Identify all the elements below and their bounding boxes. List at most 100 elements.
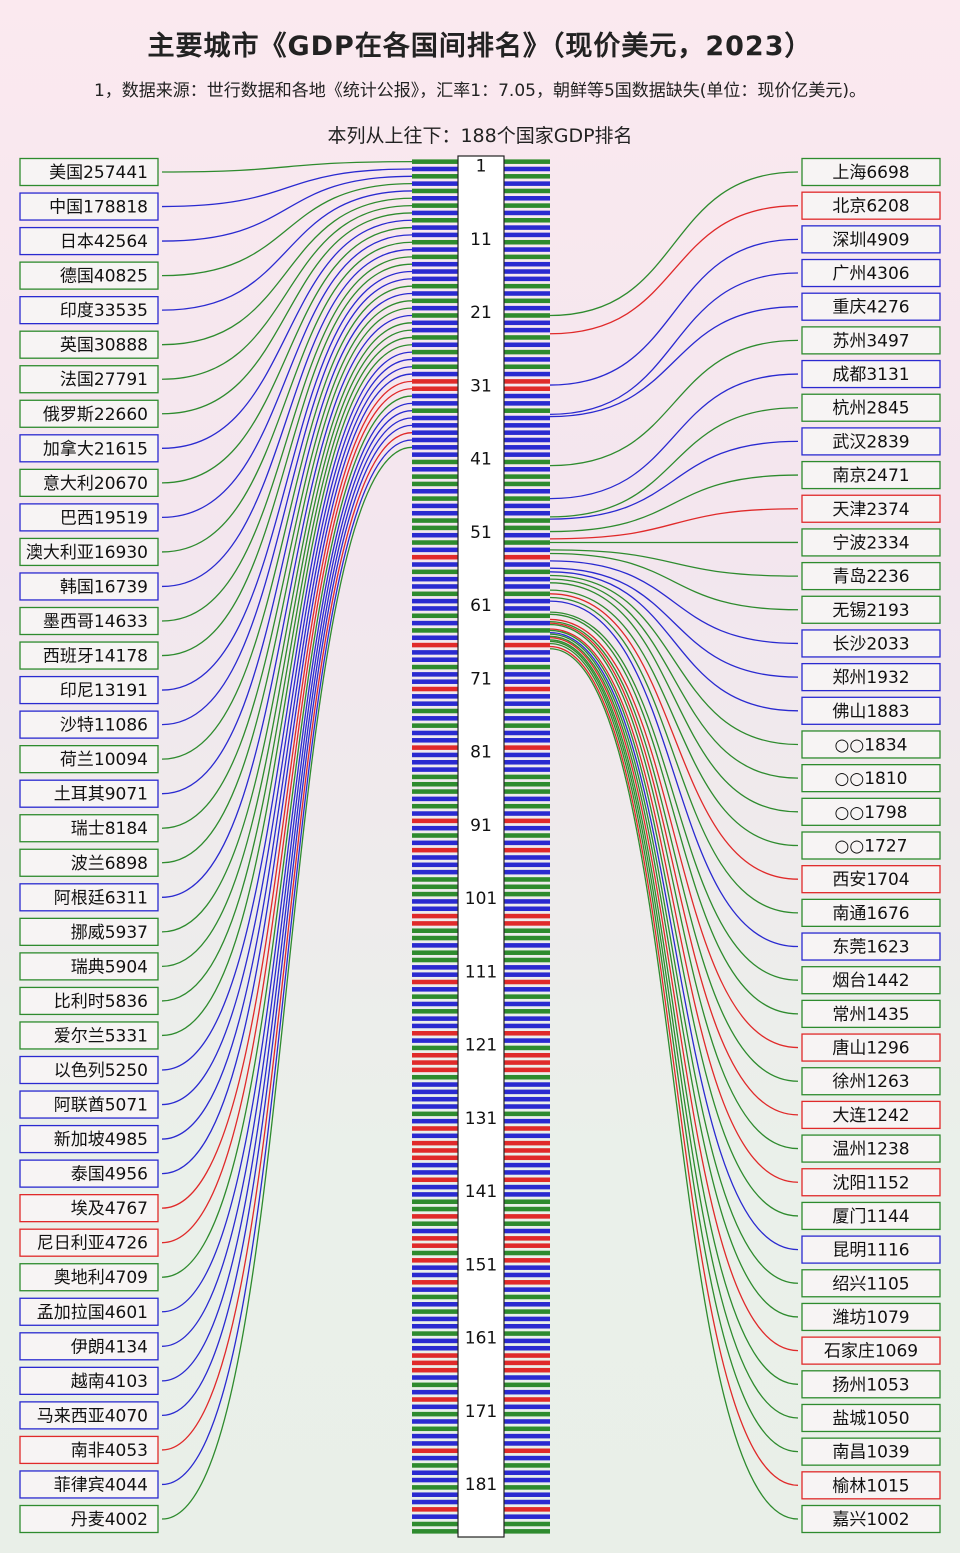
rank-stripe-right	[504, 1360, 550, 1366]
rank-stripe-right	[504, 1470, 550, 1476]
rank-stripe-right	[504, 459, 550, 465]
rank-stripe-right	[504, 1192, 550, 1197]
rank-stripe-left	[412, 987, 458, 992]
rank-tick-label: 41	[470, 450, 492, 470]
rank-stripe-left	[412, 408, 458, 413]
city-connector	[549, 648, 799, 1520]
rank-stripe-left	[412, 386, 458, 391]
rank-stripe-left	[412, 738, 458, 743]
city-connector	[549, 640, 799, 1419]
city-connector	[549, 339, 799, 467]
city-connector	[549, 596, 799, 914]
rank-stripe-left	[412, 445, 458, 450]
city-label-text: 潍坊1079	[832, 1308, 909, 1328]
city-label-text: 广州4306	[832, 264, 909, 284]
rank-stripe-right	[504, 1353, 550, 1358]
country-label-text: 马来西亚4070	[37, 1406, 148, 1426]
rank-stripe-right	[504, 261, 550, 267]
rank-stripe-left	[412, 767, 458, 772]
country-connector	[161, 248, 413, 588]
city-label: 南通1676	[801, 898, 941, 927]
country-connector	[161, 256, 413, 622]
country-connector	[161, 234, 413, 519]
rank-stripe-left	[412, 1170, 458, 1175]
country-label-text: 法国27791	[60, 370, 148, 390]
city-label: 天津2374	[801, 494, 941, 523]
country-label-box	[19, 261, 159, 290]
rank-stripe-right	[504, 752, 550, 758]
city-label-text: 青岛2236	[832, 567, 909, 587]
city-connector	[549, 574, 799, 746]
city-label-text: 佛山1883	[832, 702, 909, 722]
rank-stripe-right	[504, 1074, 550, 1080]
city-label-text: 沈阳1152	[832, 1173, 909, 1193]
rank-tick-label: 91	[470, 816, 492, 836]
page-title: 主要城市《GDP在各国间排名》（现价美元，2023）	[147, 31, 813, 62]
rank-stripe-left	[412, 1236, 458, 1241]
country-label-text: 俄罗斯22660	[43, 405, 148, 425]
rank-stripe-left	[412, 613, 458, 619]
rank-stripe-left	[412, 342, 458, 348]
rank-stripe-left	[412, 1111, 458, 1117]
rank-stripe-right	[504, 899, 550, 904]
country-label-box	[19, 537, 159, 567]
city-connector	[549, 613, 799, 1015]
country-connector	[161, 241, 413, 553]
rank-stripe-left	[412, 752, 458, 758]
rank-stripe-right	[504, 401, 550, 406]
city-label: 榆林1015	[801, 1471, 941, 1500]
city-label-box	[801, 1201, 941, 1231]
rank-stripe-left	[412, 862, 458, 868]
city-label: 盐城1050	[801, 1403, 941, 1433]
rank-stripe-left	[412, 598, 458, 604]
city-label: 深圳4909	[801, 225, 941, 254]
country-connector	[161, 322, 413, 933]
rank-stripe-right	[504, 430, 550, 435]
rank-stripe-right	[504, 657, 550, 662]
rank-stripe-left	[412, 884, 458, 890]
city-label: 绍兴1105	[801, 1269, 941, 1298]
rank-stripe-right	[504, 1404, 550, 1410]
rank-stripe-left	[412, 708, 458, 714]
rank-stripe-right	[504, 1038, 550, 1043]
country-label-text: 埃及4767	[71, 1199, 148, 1219]
rank-stripe-left	[412, 789, 458, 794]
city-label-box	[801, 1067, 941, 1096]
rank-stripe-right	[504, 708, 550, 714]
city-label-text: 南通1676	[832, 904, 909, 924]
country-label-box	[19, 952, 159, 981]
city-label-text: 南京2471	[832, 466, 909, 486]
rank-stripe-right	[504, 1206, 550, 1212]
rank-stripe-right	[504, 349, 550, 355]
rank-stripe-right	[504, 1023, 550, 1029]
city-connector	[549, 629, 799, 1217]
rank-stripe-right	[504, 225, 550, 230]
rank-stripe-left	[412, 364, 458, 370]
rank-stripe-left	[412, 657, 458, 662]
city-connector	[549, 628, 799, 1183]
rank-stripe-right	[504, 730, 550, 736]
city-label-box	[801, 1336, 941, 1365]
city-connector	[549, 571, 799, 712]
city-label-box	[801, 730, 941, 759]
country-connector	[161, 358, 413, 1106]
rank-stripe-right	[504, 181, 550, 186]
rank-tick-label: 81	[470, 743, 492, 763]
rank-stripe-right	[504, 488, 550, 494]
rank-stripe-right	[504, 884, 550, 890]
country-label-box	[19, 917, 159, 946]
rank-stripes-right	[504, 159, 550, 1534]
rank-stripe-left	[412, 921, 458, 926]
rank-stripe-left	[412, 474, 458, 479]
city-label-box	[801, 1302, 941, 1332]
city-label-text: 绍兴1105	[832, 1274, 909, 1294]
rank-stripe-right	[504, 1419, 550, 1424]
rank-stripe-right	[504, 1221, 550, 1226]
rank-stripe-right	[504, 1177, 550, 1183]
rank-stripe-left	[412, 1258, 458, 1263]
rank-column-caption: 本列从上往下：188个国家GDP排名	[327, 125, 633, 147]
rank-stripe-right	[504, 254, 550, 260]
rank-stripe-left	[412, 452, 458, 457]
rank-stripe-right	[504, 847, 550, 853]
city-connector	[549, 622, 799, 1116]
